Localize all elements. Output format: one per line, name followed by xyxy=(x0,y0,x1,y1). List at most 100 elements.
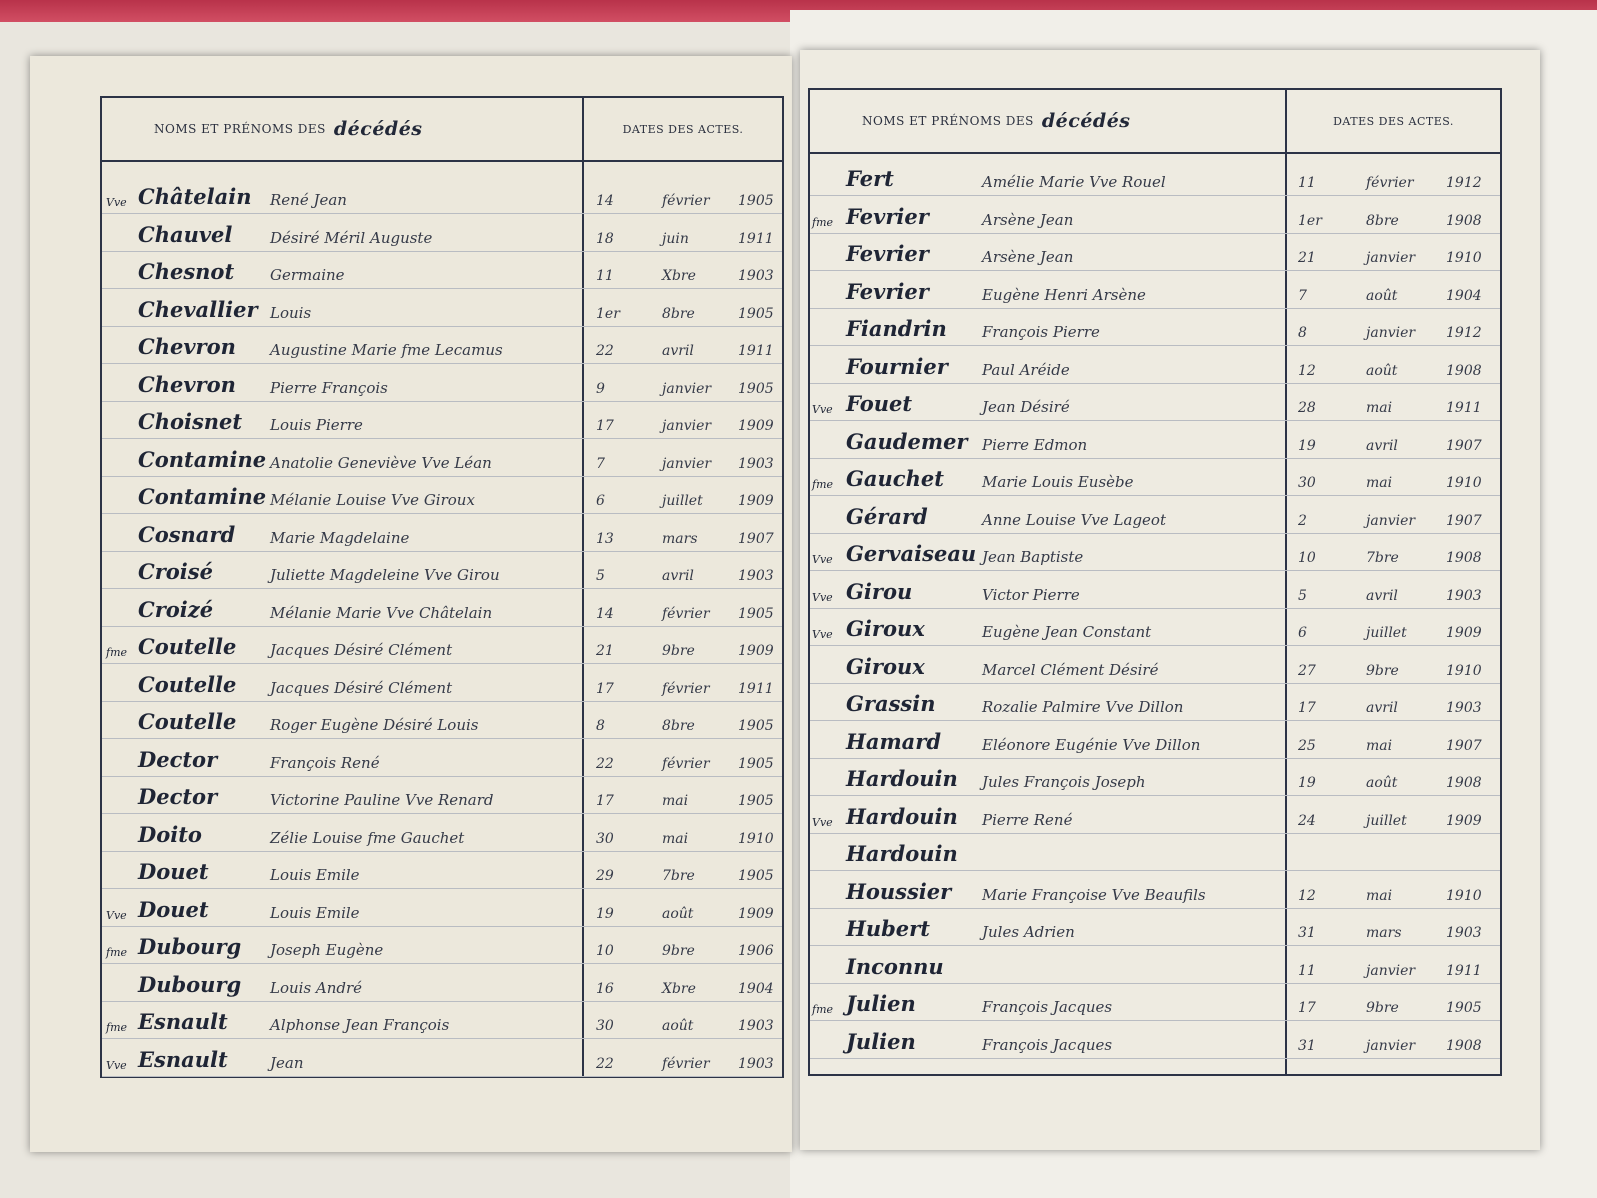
entry-year: 1905 xyxy=(738,380,774,397)
register-row: Douet Louis Emile 29 7bre 1905 xyxy=(102,851,782,889)
entry-day: 8 xyxy=(1298,325,1307,341)
entry-day: 2 xyxy=(1298,512,1307,529)
entry-month: février xyxy=(662,605,710,622)
register-row: fme Coutelle Jacques Désiré Clément 21 9bre 1… xyxy=(102,626,782,664)
entry-day: 6 xyxy=(1298,625,1307,641)
entry-month: 8bre xyxy=(1366,212,1399,229)
entry-month: janvier xyxy=(1366,250,1416,266)
entry-year: 1903 xyxy=(738,1055,774,1072)
entry-given: Louis xyxy=(270,303,312,322)
entry-year: 1908 xyxy=(1446,1037,1482,1054)
entry-given: Amélie Marie Vve Rouel xyxy=(982,173,1166,191)
entry-month: mars xyxy=(662,530,698,547)
entry-prefix: fme xyxy=(812,478,834,491)
entry-year: 1910 xyxy=(1446,475,1482,491)
entry-year: 1903 xyxy=(1446,700,1482,716)
entry-given: Jean Désiré xyxy=(982,398,1070,416)
entry-prefix: fme xyxy=(812,215,834,229)
entry-day: 22 xyxy=(596,755,614,772)
entry-day: 14 xyxy=(596,193,614,209)
entry-surname: Croisé xyxy=(138,559,213,584)
entry-year: 1910 xyxy=(1446,250,1482,266)
entry-year: 1905 xyxy=(738,718,774,734)
entry-given: Victor Pierre xyxy=(982,585,1080,604)
entry-given: Jean xyxy=(270,1053,304,1072)
entry-day: 24 xyxy=(1298,812,1316,829)
entry-day: 7 xyxy=(596,455,605,472)
entry-year: 1909 xyxy=(1446,812,1482,829)
entry-day: 6 xyxy=(596,493,605,509)
entry-year: 1903 xyxy=(738,268,774,284)
entry-year: 1910 xyxy=(1446,662,1482,679)
entry-year: 1911 xyxy=(738,343,774,359)
entry-day: 29 xyxy=(596,868,614,884)
entry-month: 9bre xyxy=(662,643,695,659)
table-header: NOMS ET PRÉNOMS DES décédés DATES DES AC… xyxy=(102,98,782,162)
entry-month: avril xyxy=(1366,437,1398,454)
entry-surname: Julien xyxy=(846,991,916,1016)
entry-day: 11 xyxy=(596,268,614,284)
entry-day: 8 xyxy=(596,718,605,734)
entry-surname: Giroux xyxy=(846,616,925,641)
entry-month: juillet xyxy=(1366,625,1407,641)
register-row: Vve Giroux Eugène Jean Constant 6 juillet 190… xyxy=(810,608,1500,646)
entry-surname: Gaudemer xyxy=(846,428,968,454)
register-row: Hardouin xyxy=(810,833,1500,871)
entry-year: 1912 xyxy=(1446,175,1482,191)
entry-year: 1908 xyxy=(1446,212,1482,229)
entry-year: 1909 xyxy=(738,418,774,434)
entry-day: 30 xyxy=(1298,475,1316,491)
entry-day: 30 xyxy=(596,1018,614,1034)
entry-given: Pierre Edmon xyxy=(982,435,1088,454)
entry-month: Xbre xyxy=(662,268,696,284)
entry-surname: Doito xyxy=(138,821,202,847)
entry-year: 1911 xyxy=(738,230,774,247)
column-divider xyxy=(1285,90,1287,1074)
entry-month: juillet xyxy=(1366,812,1407,829)
entry-surname: Dector xyxy=(138,784,218,809)
dates-column-header: DATES DES ACTES. xyxy=(1333,114,1454,128)
entry-surname: Hubert xyxy=(846,916,930,941)
entry-day: 17 xyxy=(596,680,614,697)
entry-given: Germaine xyxy=(270,266,345,284)
entry-year: 1903 xyxy=(1446,925,1482,941)
register-row: Fevrier Arsène Jean 21 janvier 1910 xyxy=(810,233,1500,271)
entry-surname: Inconnu xyxy=(846,953,944,979)
entry-given: Arsène Jean xyxy=(982,210,1074,229)
entry-day: 30 xyxy=(596,830,614,847)
entry-given: Marie Magdelaine xyxy=(270,528,410,547)
register-row: Hamard Eléonore Eugénie Vve Dillon 25 mai 19… xyxy=(810,721,1500,759)
dates-column-header: DATES DES ACTES. xyxy=(622,122,744,136)
entry-surname: Esnault xyxy=(138,1046,228,1072)
entry-surname: Fevrier xyxy=(846,203,929,229)
entry-given: Juliette Magdeleine Vve Girou xyxy=(270,566,500,584)
entry-month: janvier xyxy=(662,380,712,397)
register-row: Doito Zélie Louise fme Gauchet 30 mai 1910 xyxy=(102,814,782,852)
entry-year: 1907 xyxy=(1446,737,1482,754)
entry-given: Jean Baptiste xyxy=(982,548,1084,566)
entry-day: 27 xyxy=(1298,662,1316,679)
entry-year: 1903 xyxy=(738,1018,774,1034)
entry-year: 1903 xyxy=(1446,587,1482,604)
register-row: Vve Esnault Jean 22 février 1903 xyxy=(102,1039,782,1077)
register-row: Coutelle Roger Eugène Désiré Louis 8 8bre 19… xyxy=(102,701,782,739)
entry-month: février xyxy=(662,193,710,209)
left-register-table: NOMS ET PRÉNOMS DES décédés DATES DES AC… xyxy=(100,96,784,1078)
entry-day: 25 xyxy=(1298,737,1316,754)
names-column-header: NOMS ET PRÉNOMS DES décédés xyxy=(102,98,422,160)
entry-given: Pierre René xyxy=(982,810,1073,829)
entry-day: 1er xyxy=(596,305,620,322)
entry-given: Louis Emile xyxy=(270,903,360,922)
entry-month: janvier xyxy=(1366,1037,1416,1054)
entry-year: 1904 xyxy=(1446,287,1482,304)
entry-surname: Dubourg xyxy=(138,971,242,997)
entry-given: Louis Pierre xyxy=(270,416,363,434)
entry-prefix: Vve xyxy=(106,196,127,209)
entry-given: Marie Louis Eusèbe xyxy=(982,473,1134,491)
entry-day: 1er xyxy=(1298,212,1322,229)
entry-prefix: Vve xyxy=(812,815,833,829)
entry-year: 1909 xyxy=(738,643,774,659)
entry-month: janvier xyxy=(662,418,712,434)
entry-year: 1909 xyxy=(738,905,774,922)
entry-month: février xyxy=(662,680,710,697)
